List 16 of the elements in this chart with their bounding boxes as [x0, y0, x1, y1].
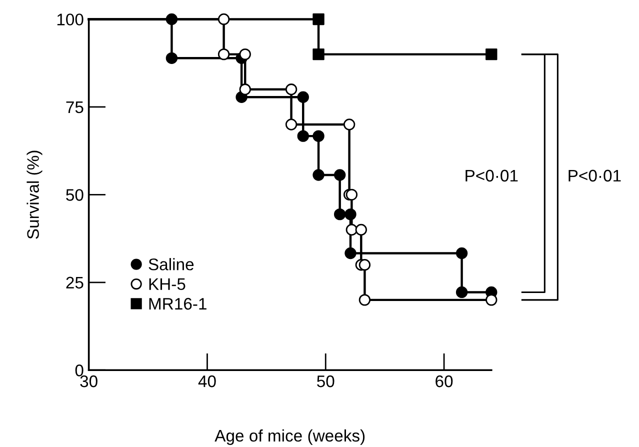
text: P<0·01: [568, 170, 621, 182]
legend-label: Saline: [148, 258, 194, 270]
x-tick-label: 60: [436, 375, 453, 388]
y-axis-title: Survival (%): [26, 150, 42, 239]
legend-label: KH-5: [149, 278, 186, 290]
y-tick-label: 25: [66, 276, 84, 289]
x-tick-label: 50: [317, 375, 334, 388]
y-tick-label: 50: [66, 189, 84, 201]
y-tick-label: 0: [75, 364, 84, 376]
y-tick-label: 100: [57, 14, 84, 26]
y-tick-label: 75: [66, 102, 84, 114]
legend-label: MR16-1: [149, 298, 206, 310]
annotation: P<0·01: [466, 170, 518, 182]
x-axis-title: Age of mice (weeks): [214, 429, 365, 445]
x-tick-label: 30: [80, 375, 98, 388]
x-tick-label: 40: [198, 375, 216, 388]
